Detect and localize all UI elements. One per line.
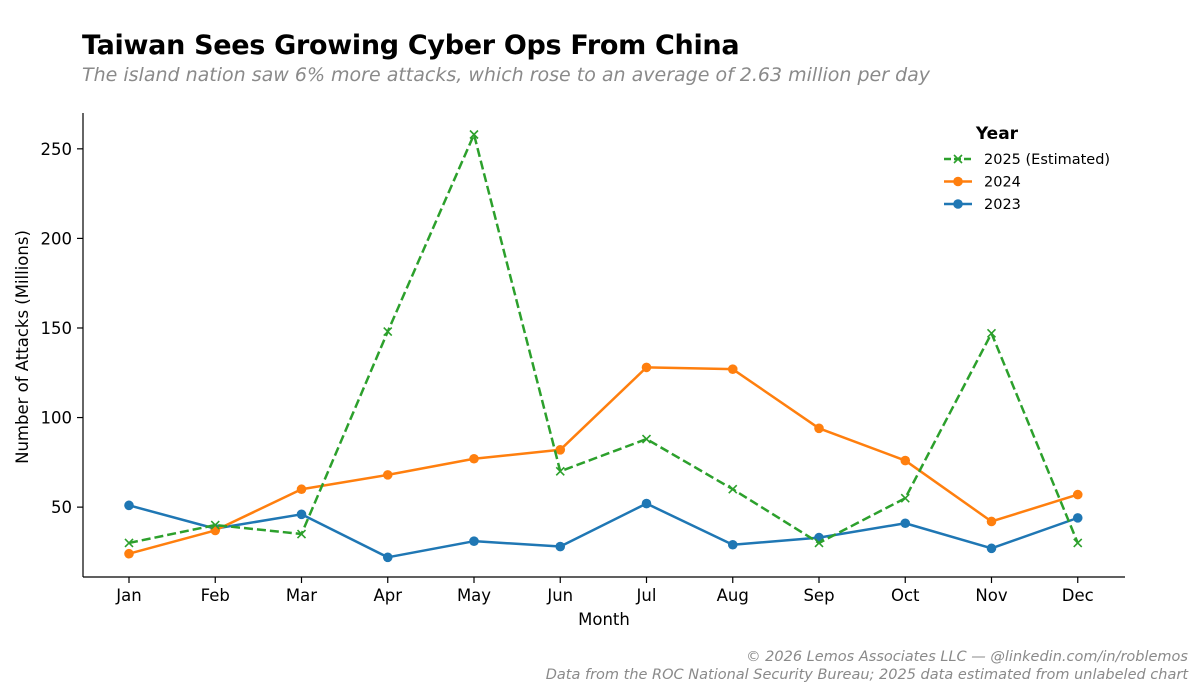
legend-circle-marker bbox=[953, 199, 963, 209]
data-point-x-marker bbox=[555, 466, 565, 476]
data-point-marker bbox=[641, 362, 652, 373]
data-point-marker bbox=[1072, 513, 1083, 523]
x-tick-label: Jul bbox=[636, 586, 657, 605]
data-point-marker bbox=[986, 543, 997, 554]
data-point-marker bbox=[210, 525, 221, 536]
x-tick-label: Mar bbox=[286, 586, 317, 605]
data-point-marker bbox=[124, 548, 134, 559]
x-tick-label: Aug bbox=[717, 586, 749, 605]
copyright-note: © 2026 Lemos Associates LLC — @linkedin.… bbox=[746, 649, 1188, 665]
x-tick-label: Sep bbox=[803, 586, 834, 605]
legend-circle-marker bbox=[953, 176, 963, 187]
legend-title: Year bbox=[975, 124, 1019, 144]
x-tick-label: Apr bbox=[373, 586, 402, 605]
series-2025-estimated- bbox=[124, 129, 1083, 548]
source-note: Data from the ROC National Security Bure… bbox=[545, 667, 1188, 683]
data-point-x-marker bbox=[641, 434, 652, 444]
data-point-x-marker bbox=[383, 326, 393, 337]
data-point-marker bbox=[382, 470, 393, 480]
y-tick-label: 200 bbox=[41, 229, 73, 248]
data-point-marker bbox=[296, 509, 307, 520]
data-point-marker bbox=[641, 498, 652, 509]
x-tick-label: Feb bbox=[201, 586, 230, 605]
data-point-x-marker bbox=[210, 520, 220, 530]
y-tick-label: 150 bbox=[41, 319, 73, 338]
x-tick-label: Dec bbox=[1062, 586, 1094, 605]
x-tick-label: Nov bbox=[975, 586, 1007, 605]
series-line bbox=[128, 133, 1079, 545]
data-point-marker bbox=[555, 541, 566, 552]
y-axis-title: Number of Attacks (Millions) bbox=[13, 230, 32, 464]
data-point-marker bbox=[900, 455, 911, 466]
data-point-marker bbox=[124, 500, 134, 511]
series-2024 bbox=[124, 362, 1083, 559]
data-point-marker bbox=[986, 516, 997, 527]
data-point-marker bbox=[469, 536, 479, 546]
data-point-marker bbox=[1072, 489, 1083, 500]
data-point-marker bbox=[814, 423, 824, 434]
x-axis-title: Month bbox=[578, 610, 630, 629]
legend-label: 2023 bbox=[984, 197, 1021, 213]
y-tick-label: 250 bbox=[41, 140, 73, 159]
legend-label: 2025 (Estimated) bbox=[984, 152, 1110, 168]
data-point-x-marker bbox=[986, 328, 997, 338]
data-point-x-marker bbox=[814, 538, 824, 548]
data-point-marker bbox=[555, 445, 566, 455]
series-2023 bbox=[124, 498, 1083, 563]
data-point-marker bbox=[900, 518, 911, 529]
x-tick-label: Jun bbox=[546, 586, 573, 605]
data-point-x-marker bbox=[1073, 538, 1083, 548]
data-point-marker bbox=[296, 484, 307, 495]
data-point-marker bbox=[469, 453, 479, 464]
x-tick-label: Jan bbox=[115, 586, 141, 605]
legend-label: 2024 bbox=[984, 175, 1021, 191]
data-point-marker bbox=[727, 539, 738, 550]
chart-subtitle: The island nation saw 6% more attacks, w… bbox=[82, 64, 931, 86]
data-point-x-marker bbox=[728, 484, 738, 494]
chart-series bbox=[124, 129, 1083, 563]
chart-title: Taiwan Sees Growing Cyber Ops From China bbox=[82, 30, 740, 61]
data-point-marker bbox=[382, 552, 393, 563]
y-tick-label: 50 bbox=[51, 498, 72, 517]
legend-x-marker bbox=[953, 154, 963, 164]
x-tick-label: Oct bbox=[891, 586, 920, 605]
data-point-marker bbox=[727, 364, 738, 374]
y-tick-label: 100 bbox=[41, 409, 73, 428]
data-point-x-marker bbox=[900, 493, 910, 503]
x-tick-label: May bbox=[457, 586, 491, 605]
data-point-x-marker bbox=[296, 529, 307, 539]
chart-axes: 50 100 150 200 250 Jan Feb Mar Apr May Jun Jul Aug Se… bbox=[13, 113, 1125, 629]
data-point-x-marker bbox=[469, 129, 479, 140]
series-line bbox=[128, 502, 1079, 559]
chart-legend: Year 2025 (Estimated) 2024 2023 bbox=[944, 124, 1110, 213]
data-point-x-marker bbox=[124, 538, 134, 548]
